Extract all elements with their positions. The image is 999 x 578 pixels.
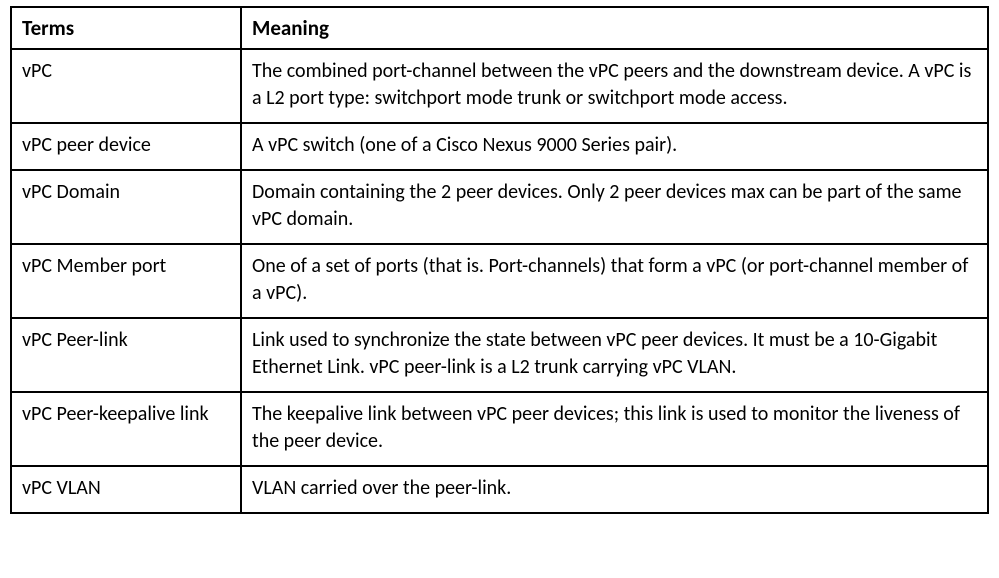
table-header-row: Terms Meaning xyxy=(11,7,988,49)
cell-term: vPC peer device xyxy=(11,123,241,170)
cell-term: vPC Member port xyxy=(11,244,241,318)
table-row: vPC Peer-keepalive link The keepalive li… xyxy=(11,392,988,466)
cell-meaning: Domain containing the 2 peer devices. On… xyxy=(241,170,988,244)
table-row: vPC Peer-link Link used to synchronize t… xyxy=(11,318,988,392)
page: Terms Meaning vPC The combined port-chan… xyxy=(0,0,999,578)
cell-term: vPC Peer-keepalive link xyxy=(11,392,241,466)
table-row: vPC VLAN VLAN carried over the peer-link… xyxy=(11,466,988,513)
cell-meaning: A vPC switch (one of a Cisco Nexus 9000 … xyxy=(241,123,988,170)
cell-meaning: VLAN carried over the peer-link. xyxy=(241,466,988,513)
cell-meaning: The keepalive link between vPC peer devi… xyxy=(241,392,988,466)
table-row: vPC peer device A vPC switch (one of a C… xyxy=(11,123,988,170)
table-row: vPC Domain Domain containing the 2 peer … xyxy=(11,170,988,244)
cell-meaning: The combined port-channel between the vP… xyxy=(241,49,988,123)
header-meaning: Meaning xyxy=(241,7,988,49)
cell-meaning: One of a set of ports (that is. Port-cha… xyxy=(241,244,988,318)
cell-term: vPC Peer-link xyxy=(11,318,241,392)
cell-term: vPC Domain xyxy=(11,170,241,244)
table-row: vPC Member port One of a set of ports (t… xyxy=(11,244,988,318)
cell-meaning: Link used to synchronize the state betwe… xyxy=(241,318,988,392)
cell-term: vPC xyxy=(11,49,241,123)
vpc-terms-table: Terms Meaning vPC The combined port-chan… xyxy=(10,6,989,514)
cell-term: vPC VLAN xyxy=(11,466,241,513)
header-terms: Terms xyxy=(11,7,241,49)
table-row: vPC The combined port-channel between th… xyxy=(11,49,988,123)
